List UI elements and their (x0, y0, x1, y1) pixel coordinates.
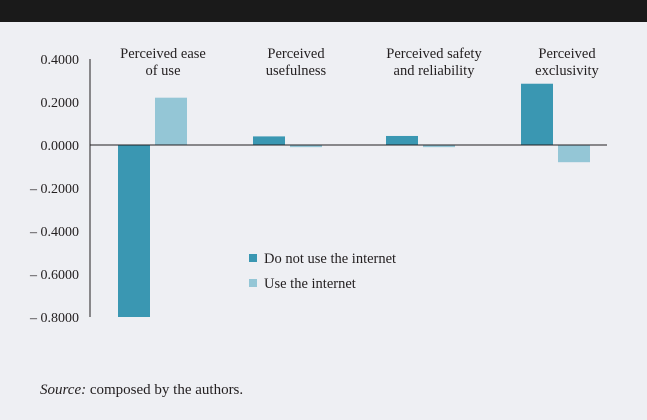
y-tick-label: 0.2000 (41, 96, 80, 111)
bar (521, 84, 553, 145)
category-label: exclusivity (535, 63, 599, 79)
source-note: Source: composed by the authors. (40, 382, 243, 399)
category-label: Perceived safety (386, 46, 482, 62)
category-label: and reliability (394, 63, 476, 79)
bar (558, 145, 590, 162)
y-tick-label: – 0.4000 (29, 225, 79, 240)
category-label: Perceived (538, 46, 596, 62)
y-tick-label: 0.0000 (41, 139, 80, 154)
category-label: Perceived (267, 46, 325, 62)
legend-swatch (249, 279, 257, 287)
y-tick-label: 0.4000 (41, 53, 80, 68)
bar (386, 136, 418, 145)
bar-chart: 0.4000 0.2000 0.0000 – 0.2000 – 0.4000 – 0.60… (0, 22, 647, 360)
bar (253, 136, 285, 145)
legend-label: Do not use the internet (264, 251, 396, 267)
bar (118, 145, 150, 317)
y-tick-label: – 0.8000 (29, 311, 79, 326)
category-label: Perceived ease (120, 46, 206, 62)
legend-label: Use the internet (264, 276, 356, 292)
bar (155, 98, 187, 145)
category-label: usefulness (266, 63, 327, 79)
legend-swatch (249, 254, 257, 262)
y-tick-label: – 0.6000 (29, 268, 79, 283)
y-tick-label: – 0.2000 (29, 182, 79, 197)
source-label: Source: (40, 382, 86, 398)
header-bar (0, 0, 647, 22)
source-text: composed by the authors. (86, 382, 243, 398)
category-label: of use (145, 63, 180, 79)
